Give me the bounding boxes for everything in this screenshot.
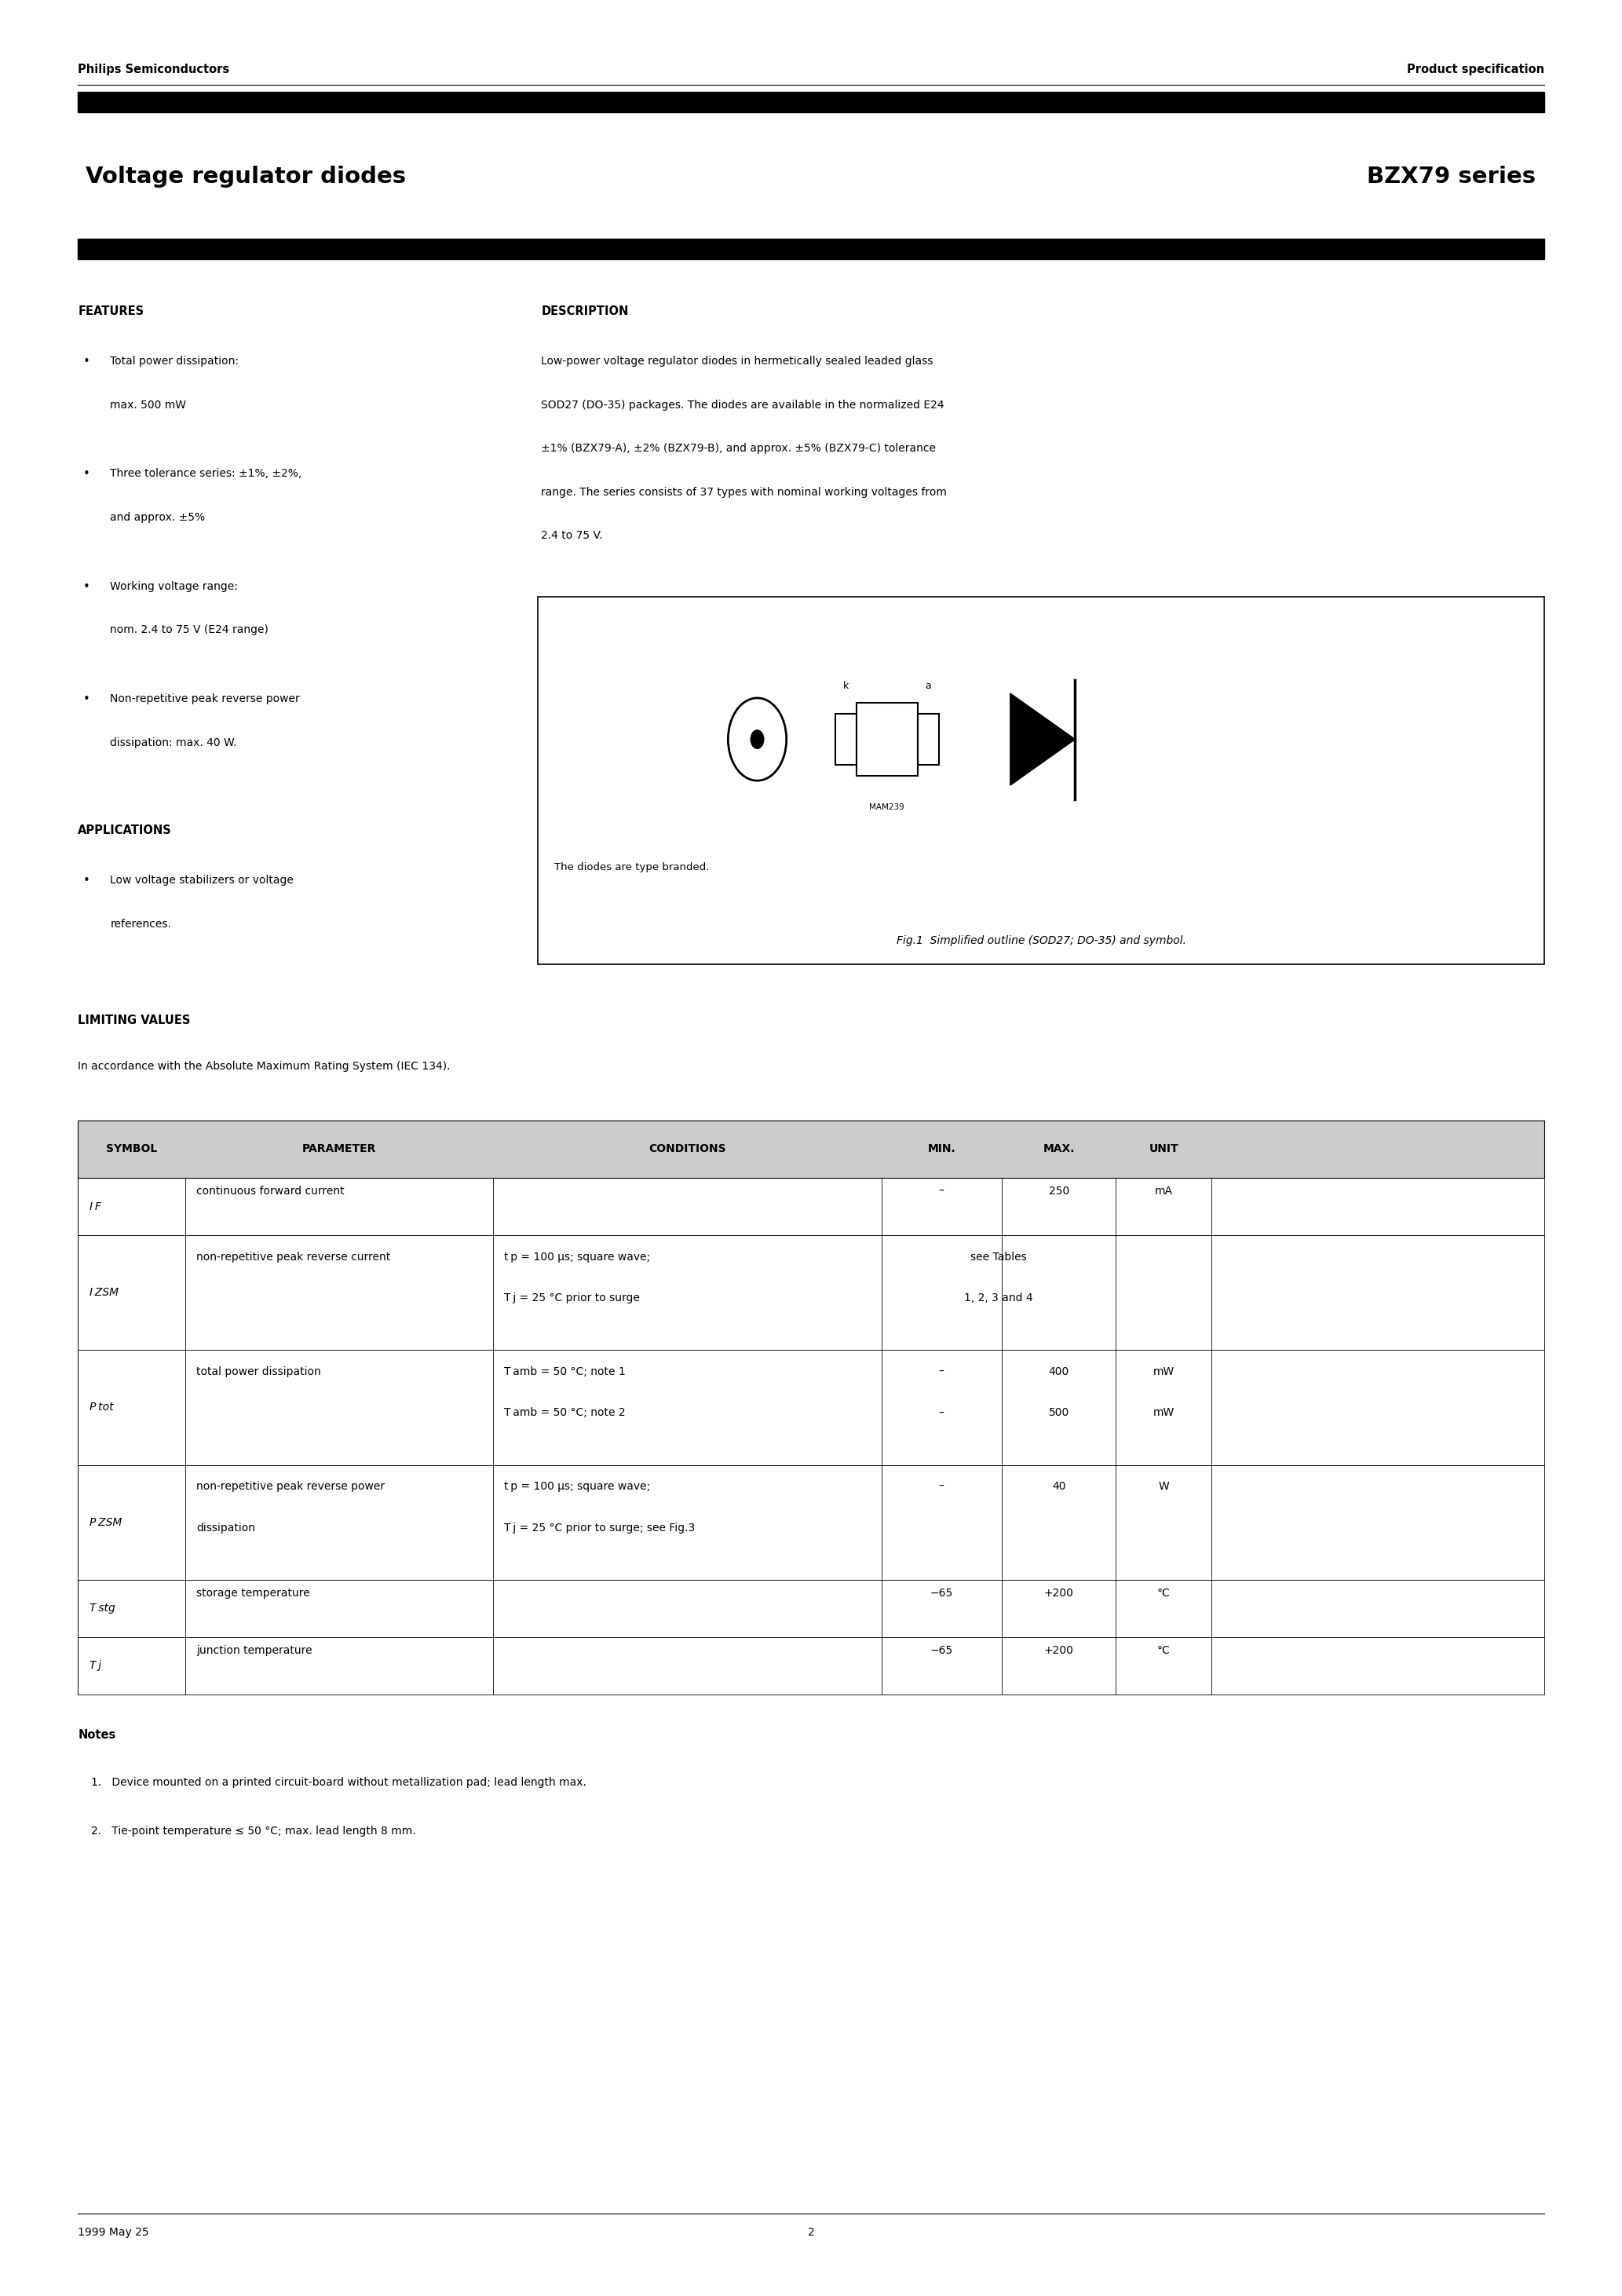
Bar	[539, 597, 1544, 964]
Text: 1.   Device mounted on a printed circuit-board without metallization pad; lead l: 1. Device mounted on a printed circuit-b…	[91, 1777, 586, 1789]
Text: Philips Semiconductors: Philips Semiconductors	[78, 64, 229, 76]
Text: DESCRIPTION: DESCRIPTION	[542, 305, 629, 317]
Text: −65: −65	[929, 1589, 954, 1598]
Text: CONDITIONS: CONDITIONS	[649, 1143, 725, 1155]
Text: +200: +200	[1045, 1589, 1074, 1598]
Text: mW: mW	[1153, 1366, 1174, 1378]
Bar	[78, 1178, 1544, 1235]
Text: T j = 25 °C prior to surge: T j = 25 °C prior to surge	[504, 1293, 641, 1304]
Text: MAX.: MAX.	[1043, 1143, 1075, 1155]
Text: non-repetitive peak reverse power: non-repetitive peak reverse power	[196, 1481, 384, 1492]
Text: The diodes are type branded.: The diodes are type branded.	[555, 863, 709, 872]
Text: mA: mA	[1155, 1187, 1173, 1196]
Text: W: W	[1158, 1481, 1169, 1492]
Text: 400: 400	[1048, 1366, 1069, 1378]
Text: range. The series consists of 37 types with nominal working voltages from: range. The series consists of 37 types w…	[542, 487, 947, 498]
Text: •: •	[83, 468, 89, 480]
Text: Voltage regulator diodes: Voltage regulator diodes	[86, 165, 407, 188]
Text: •: •	[83, 693, 89, 705]
Text: SOD27 (DO-35) packages. The diodes are available in the normalized E24: SOD27 (DO-35) packages. The diodes are a…	[542, 400, 944, 411]
Text: junction temperature: junction temperature	[196, 1646, 311, 1655]
Text: Product specification: Product specification	[1406, 64, 1544, 76]
Text: Working voltage range:: Working voltage range:	[110, 581, 238, 592]
Text: k: k	[843, 682, 848, 691]
Text: Non-repetitive peak reverse power: Non-repetitive peak reverse power	[110, 693, 300, 705]
Bar	[78, 239, 1544, 259]
Text: T amb = 50 °C; note 1: T amb = 50 °C; note 1	[504, 1366, 626, 1378]
Bar	[78, 1637, 1544, 1694]
Text: Three tolerance series: ±1%, ±2%,: Three tolerance series: ±1%, ±2%,	[110, 468, 302, 480]
Text: •: •	[83, 875, 89, 886]
Text: 1, 2, 3 and 4: 1, 2, 3 and 4	[965, 1293, 1033, 1304]
Text: MIN.: MIN.	[928, 1143, 955, 1155]
Text: and approx. ±5%: and approx. ±5%	[110, 512, 206, 523]
Text: Low-power voltage regulator diodes in hermetically sealed leaded glass: Low-power voltage regulator diodes in he…	[542, 356, 933, 367]
Text: °C: °C	[1156, 1589, 1169, 1598]
Text: Total power dissipation:: Total power dissipation:	[110, 356, 238, 367]
Text: •: •	[83, 356, 89, 367]
Text: a: a	[925, 682, 931, 691]
Text: SYMBOL: SYMBOL	[105, 1143, 157, 1155]
Circle shape	[751, 730, 764, 748]
Text: °C: °C	[1156, 1646, 1169, 1655]
Text: PARAMETER: PARAMETER	[302, 1143, 376, 1155]
Text: –: –	[939, 1407, 944, 1419]
Text: UNIT: UNIT	[1148, 1143, 1179, 1155]
Bar	[78, 1120, 1544, 1178]
Text: MAM239: MAM239	[869, 804, 905, 810]
Text: 500: 500	[1048, 1407, 1069, 1419]
Text: 2.   Tie-point temperature ≤ 50 °C; max. lead length 8 mm.: 2. Tie-point temperature ≤ 50 °C; max. l…	[91, 1825, 415, 1837]
Text: t p = 100 μs; square wave;: t p = 100 μs; square wave;	[504, 1251, 650, 1263]
Text: 40: 40	[1053, 1481, 1066, 1492]
Text: ±1% (BZX79-A), ±2% (BZX79-B), and approx. ±5% (BZX79-C) tolerance: ±1% (BZX79-A), ±2% (BZX79-B), and approx…	[542, 443, 936, 455]
Bar	[78, 92, 1544, 113]
Polygon shape	[1011, 693, 1075, 785]
Text: T amb = 50 °C; note 2: T amb = 50 °C; note 2	[504, 1407, 626, 1419]
Text: dissipation: dissipation	[196, 1522, 255, 1534]
Text: Low voltage stabilizers or voltage: Low voltage stabilizers or voltage	[110, 875, 294, 886]
Text: mW: mW	[1153, 1407, 1174, 1419]
Text: 250: 250	[1048, 1187, 1069, 1196]
Text: –: –	[939, 1187, 944, 1196]
Text: references.: references.	[110, 918, 172, 930]
Text: –: –	[939, 1366, 944, 1378]
Text: In accordance with the Absolute Maximum Rating System (IEC 134).: In accordance with the Absolute Maximum …	[78, 1061, 451, 1072]
Text: I ZSM: I ZSM	[89, 1288, 118, 1297]
Text: BZX79 series: BZX79 series	[1367, 165, 1536, 188]
Text: T stg: T stg	[89, 1603, 115, 1614]
Bar	[835, 714, 856, 765]
Text: Notes: Notes	[78, 1729, 115, 1740]
Text: −65: −65	[929, 1646, 954, 1655]
Bar	[856, 703, 918, 776]
Bar	[78, 1465, 1544, 1580]
Text: storage temperature: storage temperature	[196, 1589, 310, 1598]
Text: t p = 100 μs; square wave;: t p = 100 μs; square wave;	[504, 1481, 650, 1492]
Text: I F: I F	[89, 1201, 101, 1212]
Text: max. 500 mW: max. 500 mW	[110, 400, 187, 411]
Text: 2: 2	[808, 2227, 814, 2239]
Text: APPLICATIONS: APPLICATIONS	[78, 824, 172, 836]
Bar	[78, 1350, 1544, 1465]
Text: total power dissipation: total power dissipation	[196, 1366, 321, 1378]
Bar	[78, 1580, 1544, 1637]
Text: P ZSM: P ZSM	[89, 1518, 122, 1527]
Text: LIMITING VALUES: LIMITING VALUES	[78, 1015, 190, 1026]
Text: T j: T j	[89, 1660, 101, 1671]
Text: nom. 2.4 to 75 V (E24 range): nom. 2.4 to 75 V (E24 range)	[110, 625, 269, 636]
Text: dissipation: max. 40 W.: dissipation: max. 40 W.	[110, 737, 237, 748]
Text: +200: +200	[1045, 1646, 1074, 1655]
Text: Fig.1  Simplified outline (SOD27; DO-35) and symbol.: Fig.1 Simplified outline (SOD27; DO-35) …	[897, 934, 1186, 946]
Bar	[918, 714, 939, 765]
Text: T j = 25 °C prior to surge; see Fig.3: T j = 25 °C prior to surge; see Fig.3	[504, 1522, 696, 1534]
Text: 2.4 to 75 V.: 2.4 to 75 V.	[542, 530, 603, 542]
Text: –: –	[939, 1481, 944, 1492]
Bar	[78, 1235, 1544, 1350]
Text: see Tables: see Tables	[970, 1251, 1027, 1263]
Text: •: •	[83, 581, 89, 592]
Text: continuous forward current: continuous forward current	[196, 1187, 344, 1196]
Text: FEATURES: FEATURES	[78, 305, 144, 317]
Text: P tot: P tot	[89, 1403, 114, 1412]
Text: 1999 May 25: 1999 May 25	[78, 2227, 149, 2239]
Text: non-repetitive peak reverse current: non-repetitive peak reverse current	[196, 1251, 391, 1263]
